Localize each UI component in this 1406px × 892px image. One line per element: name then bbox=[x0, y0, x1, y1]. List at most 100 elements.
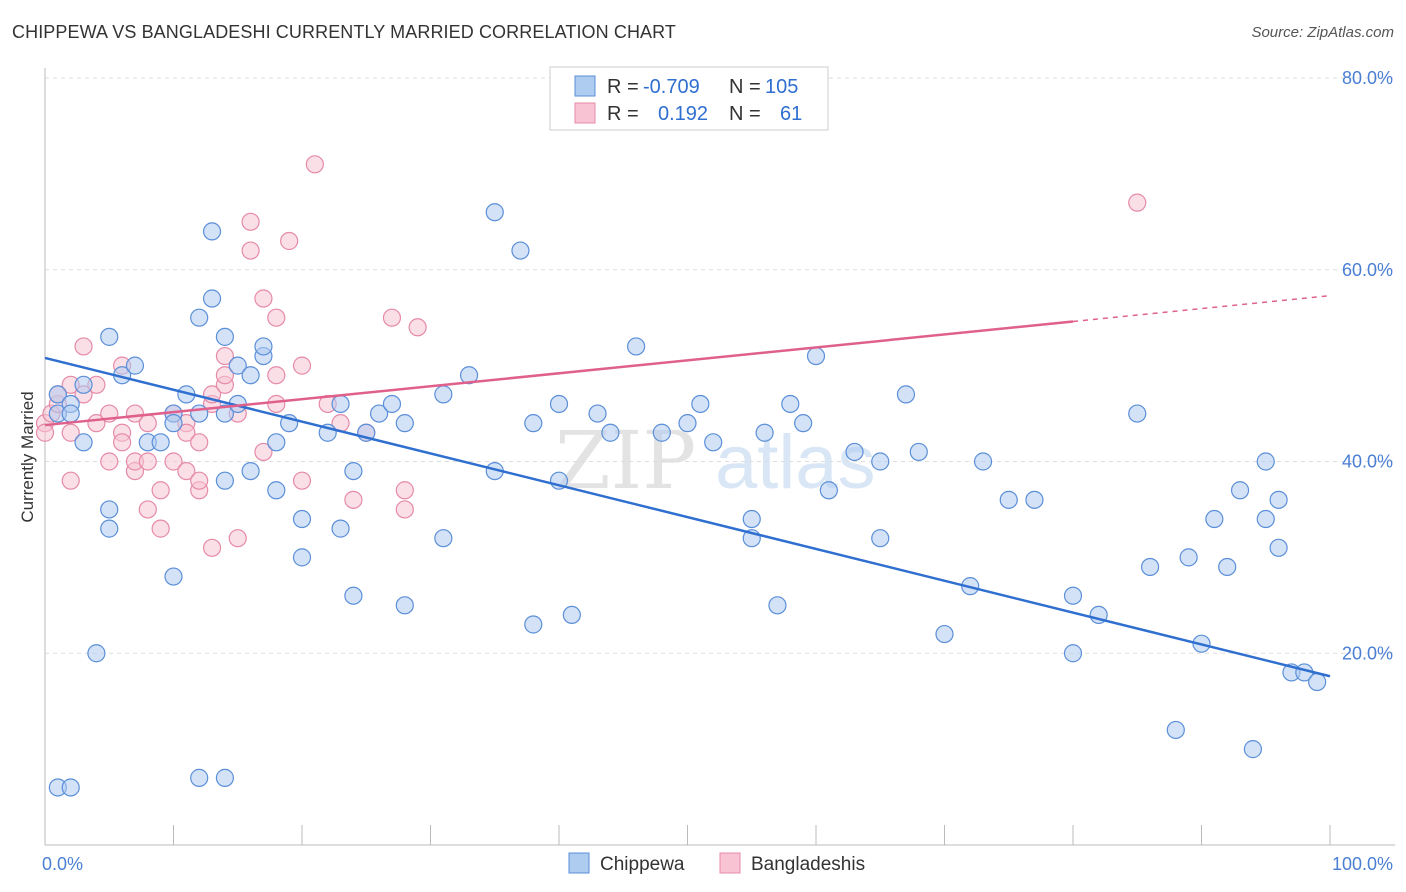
chippewa-point-88 bbox=[1218, 557, 1237, 577]
chippewa-point-55 bbox=[601, 423, 620, 442]
bangladeshi-point-13 bbox=[100, 452, 119, 471]
chippewa-point-66 bbox=[794, 414, 813, 433]
bangladeshi-point-31 bbox=[190, 433, 209, 452]
grid-lines bbox=[45, 77, 1395, 654]
bottom-legend-chippewa-swatch bbox=[568, 852, 590, 874]
chippewa-point-80 bbox=[1063, 586, 1083, 605]
chippewa-point-0 bbox=[48, 385, 67, 404]
watermark-zip: ZIP bbox=[555, 414, 696, 507]
chippewa-point-69 bbox=[845, 442, 864, 462]
chippewa-point-63 bbox=[755, 423, 774, 442]
bangladeshi-point-42 bbox=[241, 212, 260, 231]
chippewa-point-61 bbox=[742, 509, 761, 529]
bangladeshi-point-57 bbox=[395, 481, 414, 500]
legend-n-value-1: 105 bbox=[765, 76, 798, 98]
chippewa-point-42 bbox=[395, 414, 414, 433]
chippewa-point-35 bbox=[331, 519, 350, 538]
chippewa-point-85 bbox=[1179, 548, 1198, 567]
y-tick-label-3: 80.0% bbox=[1342, 68, 1393, 88]
bangladeshi-trend-line bbox=[44, 320, 1074, 427]
chippewa-point-29 bbox=[267, 481, 286, 500]
chippewa-point-49 bbox=[524, 414, 543, 433]
chippewa-point-6 bbox=[100, 500, 119, 519]
chippewa-point-77 bbox=[999, 490, 1018, 509]
chippewa-point-34 bbox=[331, 394, 350, 414]
chippewa-point-54 bbox=[588, 404, 607, 423]
chippewa-point-27 bbox=[254, 337, 273, 356]
bangladeshi-point-46 bbox=[267, 366, 286, 385]
bangladeshi-point-32 bbox=[190, 471, 209, 490]
legend-bangladeshi-swatch bbox=[574, 102, 596, 124]
chippewa-point-16 bbox=[190, 308, 209, 327]
bangladeshi-point-44 bbox=[254, 289, 273, 308]
chippewa-point-104 bbox=[1269, 490, 1288, 509]
chippewa-point-5 bbox=[74, 375, 93, 394]
bangladeshi-point-56 bbox=[382, 308, 402, 327]
y-tick-label-0: 20.0% bbox=[1342, 643, 1393, 663]
chippewa-point-41 bbox=[395, 596, 414, 615]
bangladeshi-point-40 bbox=[228, 529, 247, 548]
bangladeshi-point-48 bbox=[280, 231, 299, 251]
bottom-legend-bangladeshi-label: Bangladeshis bbox=[751, 854, 865, 875]
chippewa-point-39 bbox=[370, 404, 389, 423]
legend-chippewa-swatch bbox=[574, 75, 596, 97]
legend-n-value-2: 61 bbox=[780, 103, 802, 125]
bangladeshi-point-38 bbox=[215, 366, 234, 385]
bangladeshi-point-35 bbox=[202, 538, 222, 557]
chippewa-point-91 bbox=[1256, 452, 1275, 471]
chippewa-point-17 bbox=[202, 289, 222, 308]
chippewa-point-101 bbox=[215, 768, 234, 787]
bangladeshi-point-41 bbox=[241, 241, 260, 260]
bangladeshi-point-22 bbox=[138, 500, 157, 519]
bangladeshi-point-51 bbox=[305, 155, 324, 174]
chippewa-point-57 bbox=[652, 423, 671, 442]
bangladeshi-point-24 bbox=[151, 519, 170, 538]
chippewa-point-73 bbox=[909, 442, 928, 462]
chippewa-point-50 bbox=[524, 615, 543, 634]
chippewa-point-71 bbox=[871, 529, 890, 548]
axes bbox=[44, 68, 1395, 846]
chippewa-point-90 bbox=[1243, 740, 1263, 759]
bangladeshi-point-7 bbox=[61, 471, 80, 490]
bangladeshi-point-17 bbox=[125, 404, 145, 423]
chippewa-point-32 bbox=[292, 548, 312, 567]
chippewa-point-92 bbox=[1256, 509, 1275, 529]
chippewa-point-70 bbox=[871, 452, 890, 471]
chippewa-point-43 bbox=[434, 385, 453, 404]
bangladeshi-point-60 bbox=[1128, 193, 1147, 212]
chippewa-point-28 bbox=[267, 433, 286, 452]
chippewa-point-15 bbox=[190, 404, 209, 423]
chippewa-point-84 bbox=[1166, 720, 1185, 740]
bangladeshi-point-50 bbox=[292, 356, 312, 375]
bangladeshi-point-9 bbox=[74, 337, 93, 356]
bangladeshi-point-20 bbox=[138, 414, 157, 433]
chippewa-point-56 bbox=[626, 337, 646, 356]
chippewa-point-31 bbox=[292, 509, 312, 529]
chippewa-point-74 bbox=[935, 624, 954, 644]
chart-title: CHIPPEWA VS BANGLADESHI CURRENTLY MARRIE… bbox=[12, 22, 677, 42]
chippewa-point-103 bbox=[164, 567, 183, 586]
chippewa-point-20 bbox=[215, 404, 234, 423]
legend-r-label-1: R = bbox=[607, 76, 639, 98]
y-tick-label-1: 40.0% bbox=[1342, 452, 1393, 472]
legend-r-value-1: -0.709 bbox=[643, 76, 700, 98]
bangladeshi-point-43 bbox=[254, 442, 273, 462]
source-label: Source: ZipAtlas.com bbox=[1251, 24, 1394, 41]
x-tick-label-1: 100.0% bbox=[1332, 854, 1393, 874]
bangladeshi-point-16 bbox=[112, 433, 132, 452]
tick-labels: 20.0% 40.0% 60.0% 80.0% 0.0% 100.0% bbox=[42, 68, 1393, 874]
chippewa-point-76 bbox=[973, 452, 993, 471]
chippewa-point-59 bbox=[691, 394, 710, 414]
chippewa-point-83 bbox=[1140, 557, 1160, 577]
chippewa-point-100 bbox=[190, 768, 209, 787]
chippewa-point-60 bbox=[704, 433, 723, 452]
chippewa-point-87 bbox=[1205, 509, 1224, 529]
chippewa-point-37 bbox=[344, 461, 363, 481]
bangladeshi-point-1 bbox=[35, 423, 55, 442]
y-tick-label-2: 60.0% bbox=[1342, 260, 1393, 280]
chippewa-point-45 bbox=[459, 366, 479, 385]
chippewa-point-67 bbox=[806, 346, 826, 366]
bangladeshi-point-54 bbox=[344, 490, 363, 509]
bangladeshi-point-28 bbox=[177, 423, 196, 442]
